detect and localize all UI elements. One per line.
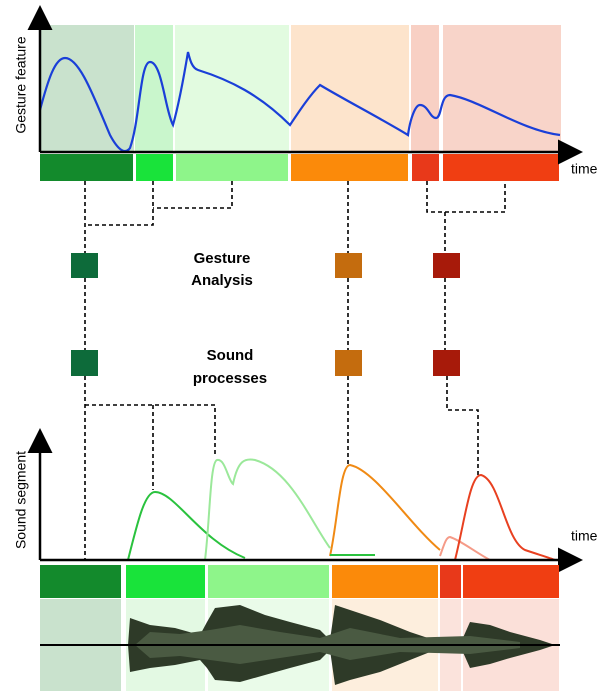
y-axis-label: Gesture feature: [13, 36, 29, 133]
gesture-curve: [38, 51, 561, 153]
gesture-backgrounds: [40, 25, 561, 152]
label: Gesture: [194, 250, 251, 267]
waveform: [40, 605, 560, 685]
label: Analysis: [191, 272, 253, 289]
label: Sound: [207, 347, 254, 364]
process-squares: [71, 253, 460, 376]
y-axis-label: Sound segment: [13, 451, 29, 549]
x-axis-label: time: [571, 161, 598, 177]
label: processes: [193, 370, 267, 387]
x-axis-label: time: [571, 528, 598, 544]
connectors: [84, 181, 506, 560]
sound-segments: [40, 565, 559, 598]
gesture-segments: [40, 154, 559, 181]
sound-curves: [127, 458, 556, 561]
